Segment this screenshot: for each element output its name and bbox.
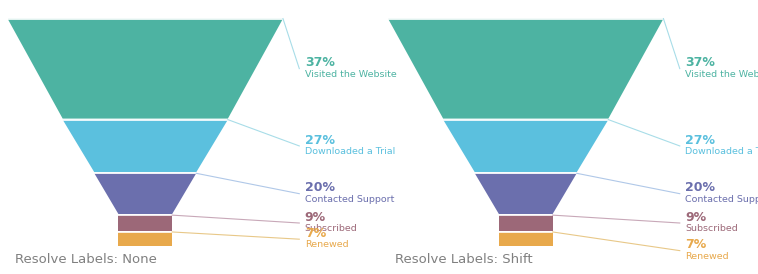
Polygon shape bbox=[94, 173, 196, 214]
Polygon shape bbox=[118, 232, 172, 246]
Text: 9%: 9% bbox=[685, 211, 706, 224]
Polygon shape bbox=[475, 173, 577, 214]
Text: 7%: 7% bbox=[685, 238, 706, 251]
Polygon shape bbox=[499, 215, 553, 231]
Text: 27%: 27% bbox=[685, 134, 716, 147]
Polygon shape bbox=[118, 215, 172, 231]
Polygon shape bbox=[8, 19, 283, 119]
Text: Downloaded a Trial: Downloaded a Trial bbox=[305, 147, 395, 156]
Text: Renewed: Renewed bbox=[305, 241, 349, 250]
Text: 37%: 37% bbox=[685, 56, 715, 69]
Text: Visited the Website: Visited the Website bbox=[305, 70, 396, 79]
Text: 37%: 37% bbox=[305, 56, 334, 69]
Text: 27%: 27% bbox=[305, 134, 335, 147]
Text: 20%: 20% bbox=[685, 181, 716, 194]
Polygon shape bbox=[63, 120, 228, 172]
Text: Resolve Labels: None: Resolve Labels: None bbox=[15, 253, 157, 266]
Polygon shape bbox=[499, 232, 553, 246]
Text: Contacted Support: Contacted Support bbox=[685, 195, 758, 204]
Polygon shape bbox=[443, 120, 609, 172]
Text: 9%: 9% bbox=[305, 211, 326, 224]
Polygon shape bbox=[388, 19, 663, 119]
Text: Downloaded a Trial: Downloaded a Trial bbox=[685, 147, 758, 156]
Text: 20%: 20% bbox=[305, 181, 335, 194]
Text: Renewed: Renewed bbox=[685, 252, 729, 261]
Text: Subscribed: Subscribed bbox=[305, 224, 358, 233]
Text: Subscribed: Subscribed bbox=[685, 224, 738, 233]
Text: 7%: 7% bbox=[305, 227, 326, 240]
Text: Resolve Labels: Shift: Resolve Labels: Shift bbox=[396, 253, 533, 266]
Text: Visited the Website: Visited the Website bbox=[685, 70, 758, 79]
Text: Contacted Support: Contacted Support bbox=[305, 195, 394, 204]
